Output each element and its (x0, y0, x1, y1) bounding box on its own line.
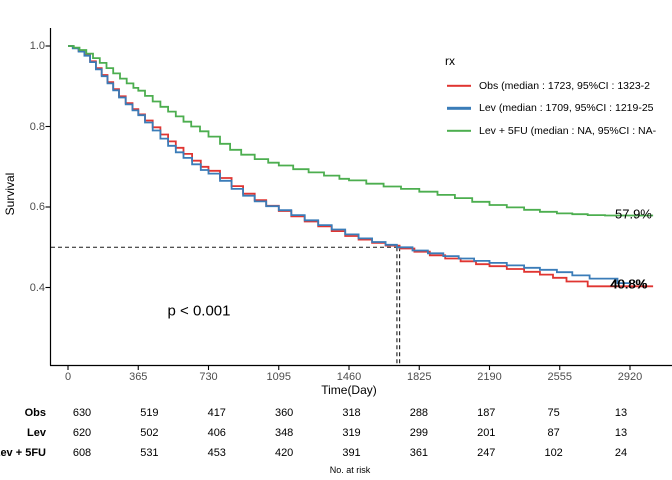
risk-count: 620 (72, 427, 92, 439)
risk-count: 519 (140, 407, 159, 419)
risk-count: 608 (72, 447, 92, 459)
y-tick-label: 0.6 (29, 201, 45, 213)
risk-count: 630 (72, 407, 92, 419)
risk-count: 360 (274, 407, 294, 419)
legend-item-label-2: Lev (median : 1709, 95%CI : 1219-25 (479, 102, 654, 115)
end-label-lev5fu: 57.9% (615, 206, 652, 222)
risk-count: 288 (409, 407, 429, 419)
x-tick-label: 1460 (336, 371, 362, 383)
risk-row-label-lev: Lev (27, 427, 46, 439)
x-axis-title: Time(Day) (321, 383, 377, 397)
risk-count: 361 (409, 447, 429, 459)
x-tick-label: 730 (199, 371, 218, 383)
risk-count: 453 (207, 447, 226, 459)
y-tick-label: 0.4 (29, 281, 45, 294)
risk-count: 201 (477, 427, 496, 439)
survival-curve-lev-5fu (68, 45, 654, 217)
risk-count: 299 (409, 427, 429, 439)
p-value-annotation: p < 0.001 (167, 302, 231, 320)
risk-count: 102 (544, 447, 563, 459)
x-tick-label: 1095 (266, 371, 291, 383)
risk-count: 318 (342, 407, 361, 419)
legend-item-label-1: Obs (median : 1723, 95%CI : 1323-2 (479, 80, 651, 92)
legend-key-line-3 (447, 129, 471, 132)
risk-count: 348 (274, 427, 294, 439)
risk-count: 420 (274, 447, 294, 459)
risk-table-caption: No. at risk (329, 465, 371, 475)
end-label-obs-lev: 40.8% (610, 276, 647, 292)
x-tick-label: 2190 (477, 371, 502, 383)
risk-count: 531 (140, 447, 159, 459)
risk-count: 75 (547, 407, 560, 419)
risk-count: 24 (614, 447, 628, 459)
risk-count: 319 (342, 427, 361, 439)
legend-item-label-3: Lev + 5FU (median : NA, 95%CI : NA- (479, 124, 657, 137)
risk-count: 417 (207, 407, 226, 419)
risk-row-label-obs: Obs (24, 407, 46, 419)
y-tick-label: 1.0 (29, 40, 45, 52)
risk-row-label-lev5fu: Lev + 5FU (0, 447, 46, 459)
risk-count: 13 (614, 407, 628, 419)
risk-count: 502 (140, 427, 159, 439)
x-tick-label: 2920 (617, 371, 643, 383)
legend-title: rx (445, 54, 455, 68)
x-tick-label: 2555 (547, 371, 572, 383)
y-tick-label: 0.8 (29, 120, 45, 133)
x-tick-label: 1825 (407, 371, 432, 383)
survival-curve-lev (68, 45, 630, 284)
legend-key-line-1 (447, 84, 471, 88)
x-tick-label: 365 (129, 371, 148, 383)
legend-key-line-2 (447, 107, 471, 110)
risk-count: 87 (547, 427, 560, 439)
risk-count: 13 (614, 427, 628, 439)
risk-count: 187 (477, 407, 496, 419)
risk-count: 391 (342, 447, 361, 459)
risk-count: 406 (207, 427, 226, 439)
x-tick-label: 0 (64, 371, 72, 383)
risk-count: 247 (477, 447, 496, 459)
